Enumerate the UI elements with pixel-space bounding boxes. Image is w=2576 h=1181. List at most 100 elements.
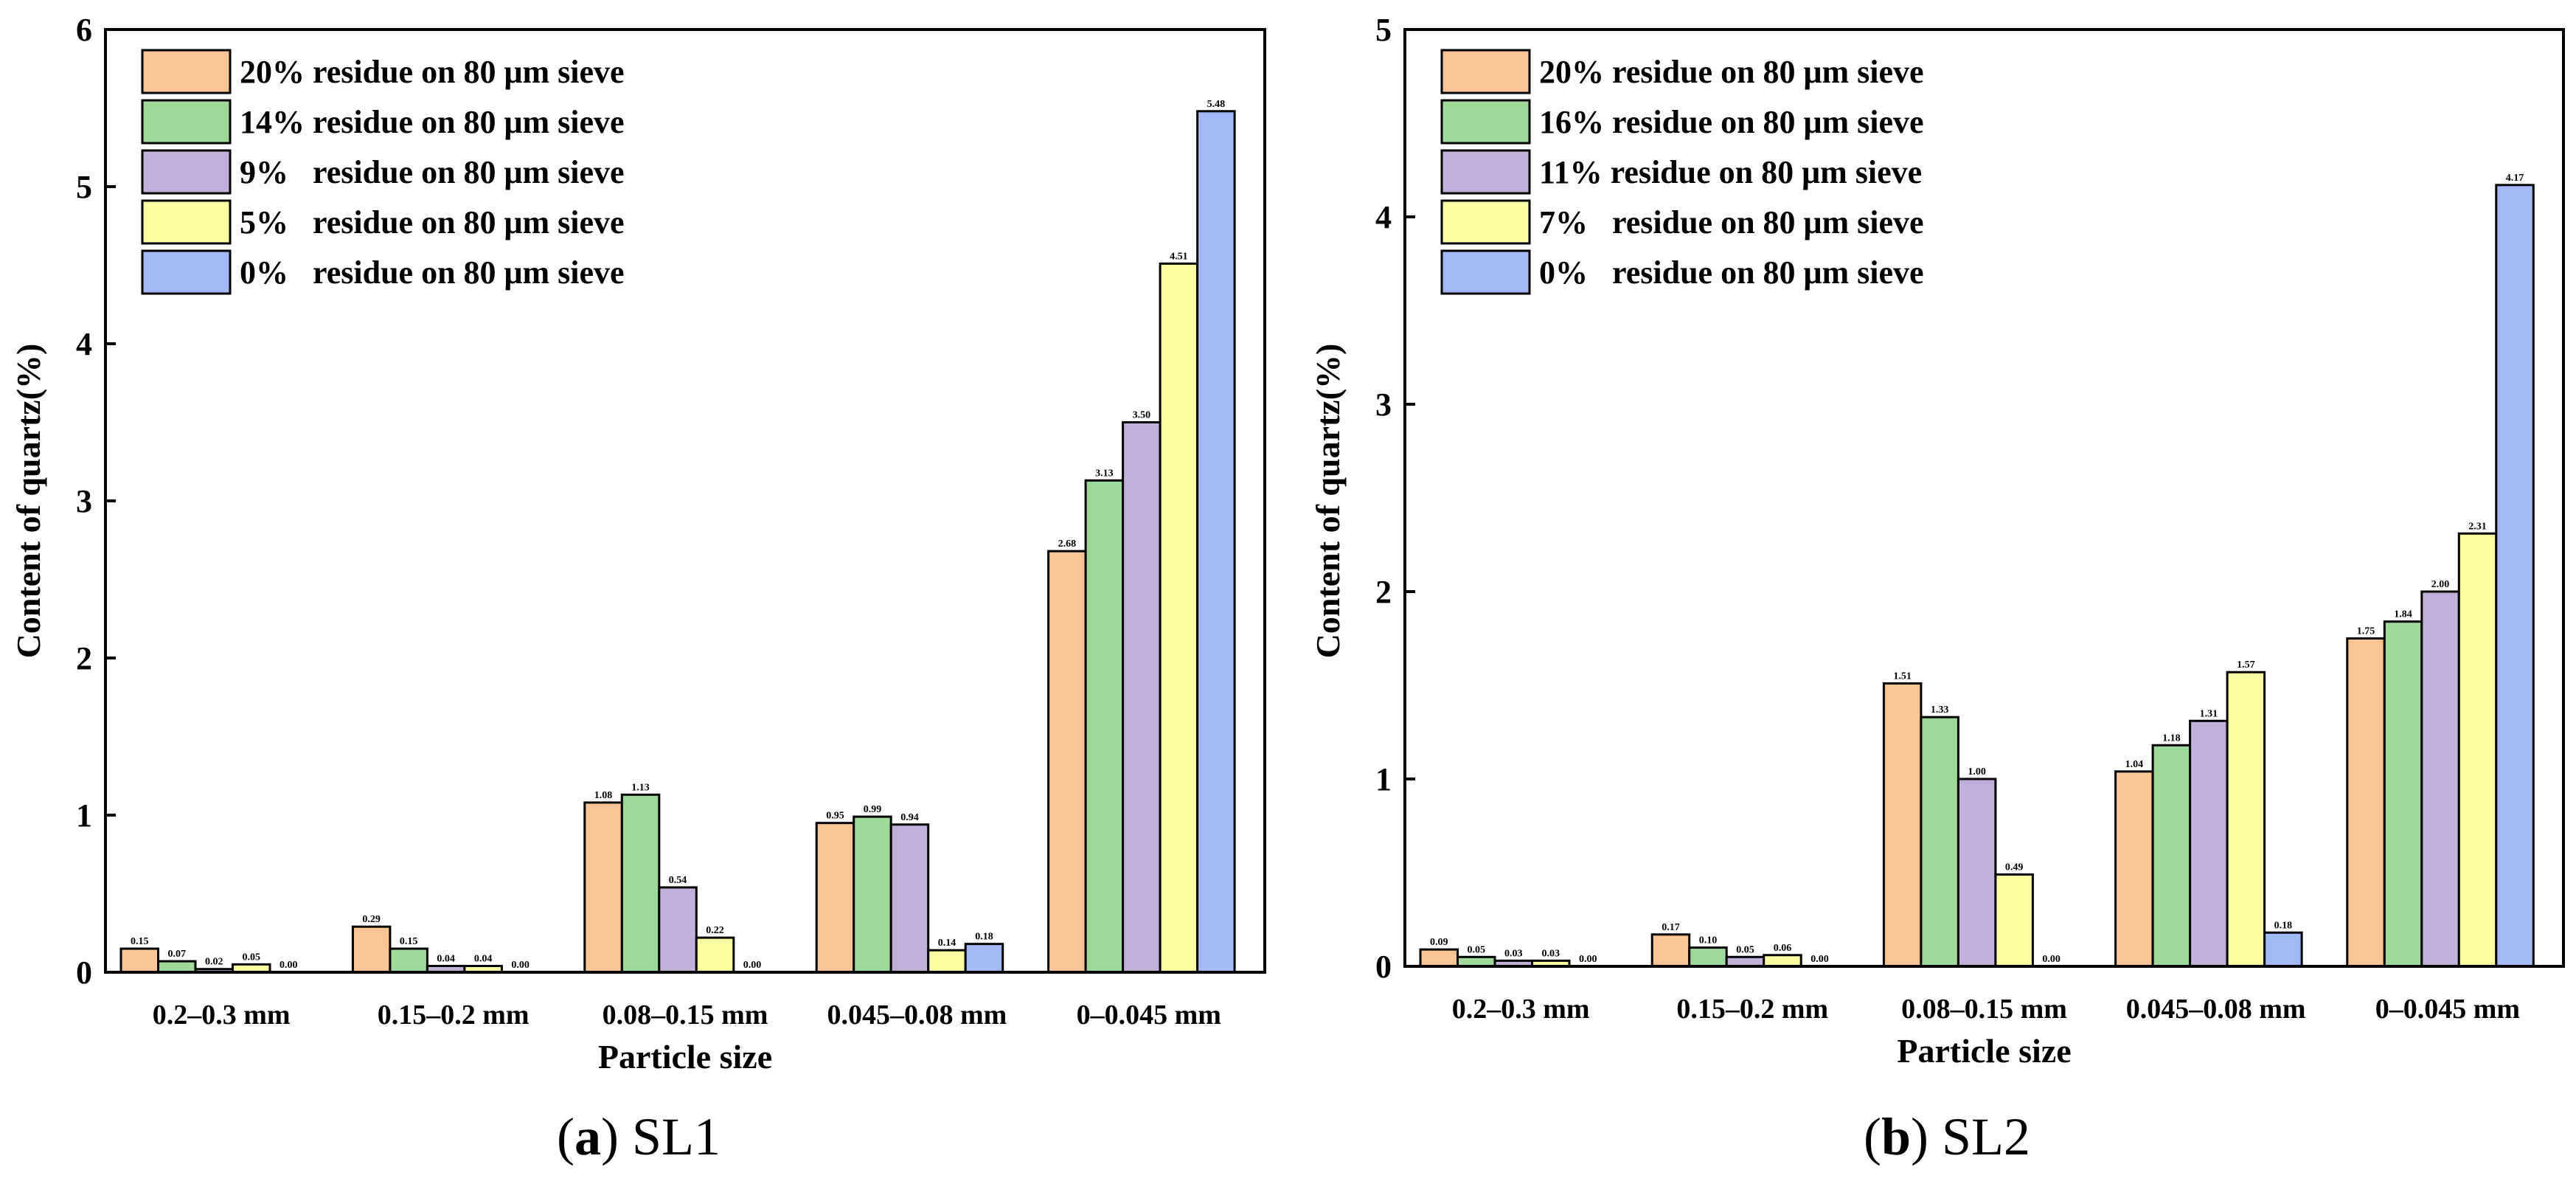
- legend-label: 14% residue on 80 μm sieve: [240, 104, 625, 140]
- bar-value-label: 0.00: [2042, 954, 2061, 965]
- x-tick-label: 0.045–0.08 mm: [2126, 994, 2306, 1025]
- bar-value-label: 0.02: [205, 957, 223, 968]
- legend-label: 20% residue on 80 μm sieve: [240, 54, 625, 90]
- bar: [1196, 110, 1236, 974]
- y-tick-label: 5: [1375, 12, 1392, 48]
- bar-value-label: 0.04: [437, 953, 455, 964]
- bar: [1882, 682, 1923, 968]
- y-tick-label: 4: [1375, 199, 1392, 235]
- x-tick-label: 0–0.045 mm: [1077, 1000, 1221, 1031]
- caption-paren-close: ): [1911, 1107, 1942, 1166]
- y-tick-label: 5: [76, 169, 92, 205]
- bar: [1650, 933, 1691, 968]
- chart-panel-sl2: 0.09 0.17 1.51 1.04 1.75 0.05 0.10 1.33 1.18 1.84…: [1309, 12, 2565, 1166]
- bar: [2495, 184, 2535, 968]
- bar: [2346, 637, 2386, 968]
- bar-value-label: 0.05: [1468, 944, 1486, 955]
- value-labels-group: 0.15 0.29 1.08 0.95 2.68 0.07 0.15 1.13 0.99 3.13…: [131, 99, 1225, 971]
- x-axis: 0.2–0.3 mm 0.15–0.2 mm 0.08–0.15 mm 0.045–0…: [153, 1000, 1221, 1031]
- y-tick-label: 3: [76, 483, 92, 519]
- bar-value-label: 4.51: [1170, 251, 1188, 262]
- x-axis-label: Particle size: [1897, 1032, 2071, 1070]
- bar: [2226, 671, 2266, 968]
- bar-value-label: 5.48: [1207, 99, 1226, 110]
- value-labels-group: 0.09 0.17 1.51 1.04 1.75 0.05 0.10 1.33 1.18 1.84…: [1430, 173, 2524, 965]
- legend-swatch: [1440, 49, 1531, 94]
- bar-value-label: 0.94: [900, 812, 919, 823]
- bar-value-label: 0.00: [743, 960, 762, 971]
- bar: [1122, 421, 1162, 974]
- legend-label: 0% residue on 80 μm sieve: [240, 254, 625, 291]
- bar-value-label: 0.29: [362, 914, 381, 925]
- legend-label: 16% residue on 80 μm sieve: [1539, 104, 1924, 140]
- caption-name: SL1: [632, 1107, 721, 1166]
- x-tick-label: 0.08–0.15 mm: [603, 1000, 768, 1031]
- bar: [927, 949, 967, 974]
- bar-value-label: 0.09: [1430, 937, 1448, 948]
- bar-value-label: 0.06: [1774, 943, 1792, 954]
- legend-label: 20% residue on 80 μm sieve: [1539, 54, 1924, 90]
- x-tick-label: 0.045–0.08 mm: [827, 1000, 1007, 1031]
- y-tick-label: 3: [1375, 387, 1392, 423]
- y-axis-label: Content of quartz(%): [1309, 344, 1347, 659]
- legend: 20% residue on 80 μm sieve 14% residue on…: [141, 49, 625, 295]
- legend-label: 0% residue on 80 μm sieve: [1539, 254, 1924, 291]
- legend-swatch: [1440, 199, 1531, 245]
- legend: 20% residue on 80 μm sieve 16% residue on…: [1440, 49, 1924, 295]
- bar-value-label: 0.03: [1542, 948, 1560, 959]
- bar: [1957, 777, 1997, 968]
- bar: [853, 815, 892, 974]
- bar-value-label: 2.68: [1058, 538, 1077, 550]
- bar-value-label: 1.00: [1968, 766, 1986, 777]
- bar-value-label: 0.10: [1699, 935, 1718, 946]
- bar: [620, 793, 661, 974]
- bar: [351, 925, 392, 974]
- bar: [1159, 262, 1199, 974]
- bar-value-label: 0.49: [2005, 862, 2024, 873]
- legend-swatch: [1440, 99, 1531, 145]
- bar-value-label: 0.07: [168, 949, 187, 960]
- bar: [2151, 744, 2192, 968]
- bar-value-label: 0.00: [1811, 954, 1829, 965]
- bar-value-label: 1.51: [1893, 671, 1912, 682]
- bar-value-label: 0.04: [474, 953, 493, 964]
- panel-caption: (b) SL2: [1864, 1107, 2030, 1166]
- bar: [119, 947, 159, 974]
- legend-swatch: [141, 99, 232, 145]
- legend-label: 5% residue on 80 μm sieve: [240, 204, 625, 240]
- x-axis-label: Particle size: [598, 1038, 772, 1076]
- bar-value-label: 3.13: [1095, 468, 1114, 479]
- y-tick-label: 4: [76, 326, 92, 362]
- bar-value-label: 0.22: [706, 925, 724, 936]
- bar: [2420, 590, 2460, 968]
- bar: [2457, 532, 2498, 968]
- bar: [583, 801, 623, 974]
- caption-letter: a: [574, 1107, 601, 1166]
- y-axis: 0 1 2 3 4 5: [1375, 12, 1415, 985]
- x-tick-label: 0.15–0.2 mm: [378, 1000, 530, 1031]
- bar-value-label: 1.04: [2125, 759, 2144, 770]
- bar-value-label: 0.99: [864, 804, 882, 815]
- caption-paren-close: ): [601, 1107, 632, 1166]
- bar-value-label: 4.17: [2506, 173, 2524, 184]
- y-tick-label: 1: [76, 797, 92, 834]
- bars-group: [1419, 184, 2535, 968]
- bar: [695, 936, 735, 974]
- bar-value-label: 1.33: [1931, 704, 1949, 716]
- bar-value-label: 0.05: [243, 952, 261, 963]
- x-tick-label: 0.2–0.3 mm: [1452, 994, 1590, 1025]
- bar-value-label: 0.18: [975, 932, 993, 943]
- bar: [389, 947, 428, 974]
- bar: [1084, 479, 1125, 974]
- bar-value-label: 1.84: [2394, 609, 2412, 620]
- bar-value-label: 0.18: [2274, 920, 2293, 931]
- bar-value-label: 1.57: [2237, 659, 2255, 671]
- bar-value-label: 0.00: [280, 960, 298, 971]
- bar-value-label: 0.05: [1736, 944, 1754, 955]
- bar: [2114, 770, 2154, 968]
- bar: [1994, 873, 2034, 968]
- y-axis-label: Content of quartz(%): [10, 344, 47, 659]
- legend-swatch: [1440, 149, 1531, 195]
